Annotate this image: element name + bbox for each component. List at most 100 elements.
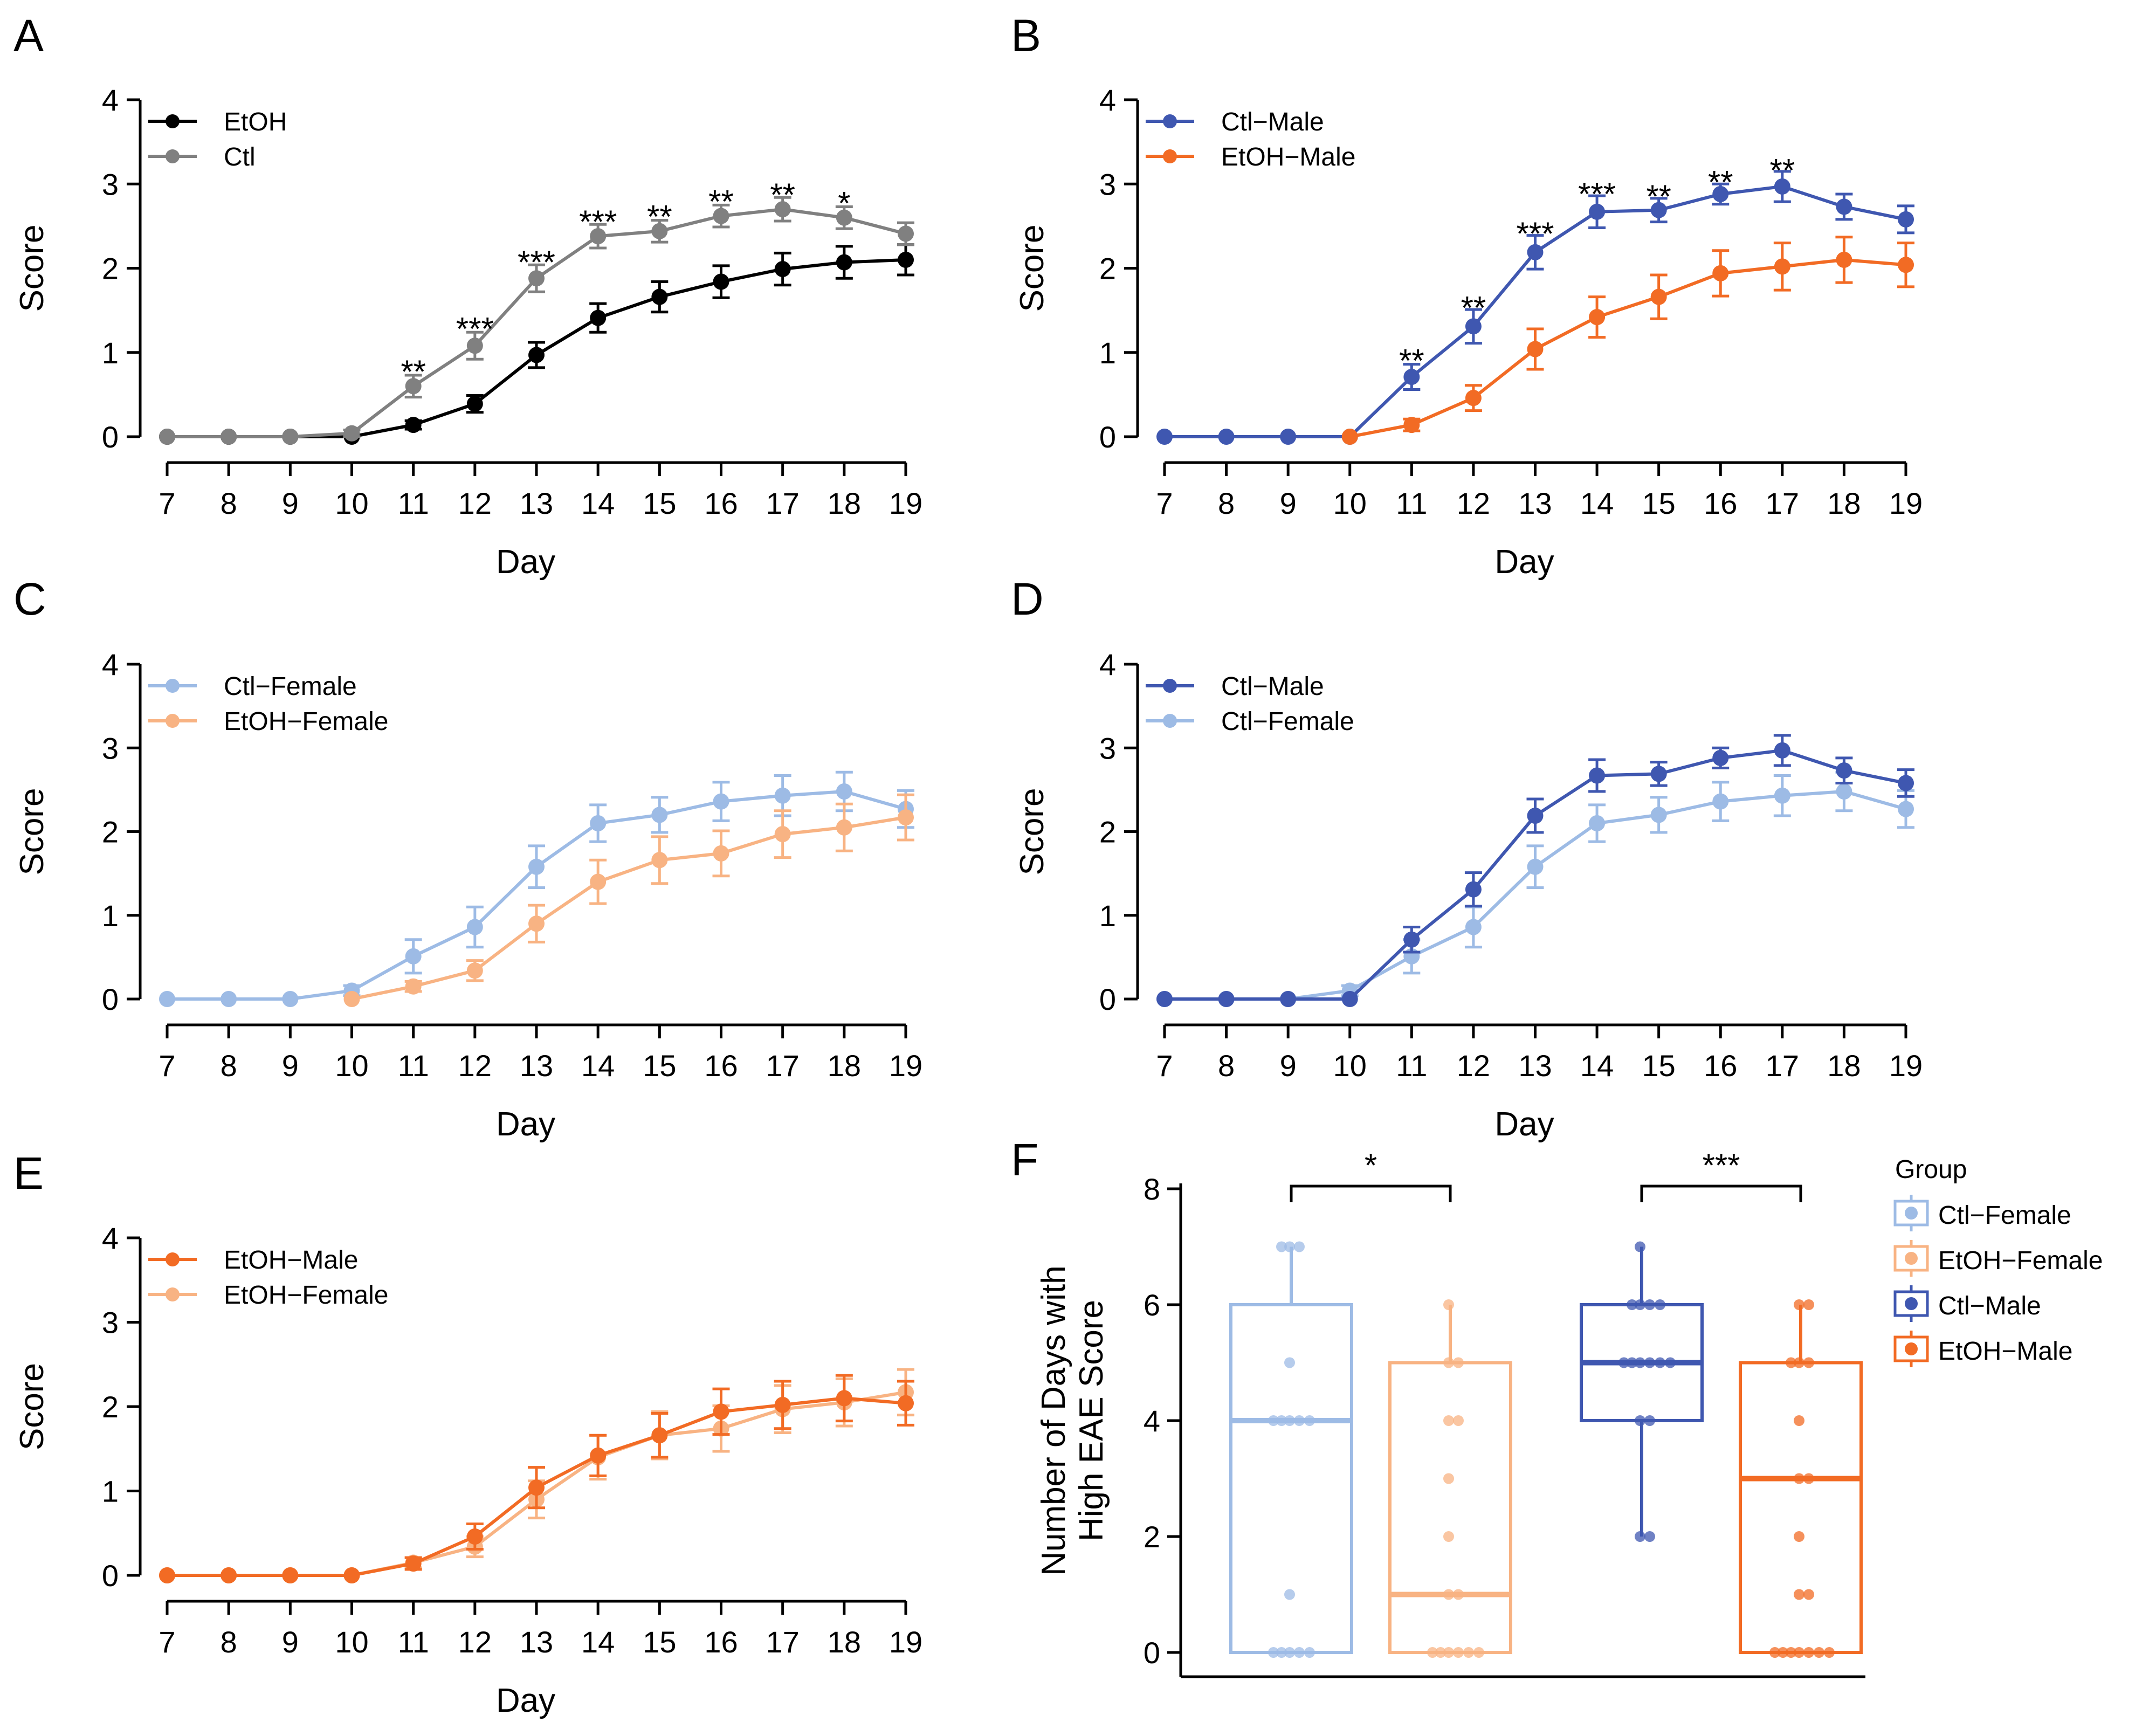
legend-entry: Ctl−Male xyxy=(1893,1285,2041,1322)
data-point xyxy=(898,251,914,268)
jitter-point xyxy=(1794,1589,1804,1600)
y-tick-label: 3 xyxy=(102,731,119,765)
data-point xyxy=(1280,429,1297,445)
y-tick-label: 2 xyxy=(102,815,119,849)
jitter-point xyxy=(1443,1531,1454,1542)
x-tick-label: 8 xyxy=(1218,486,1235,520)
series-line xyxy=(167,789,906,1001)
panel-letter: E xyxy=(13,1148,44,1198)
data-point xyxy=(1156,991,1173,1007)
data-point xyxy=(1527,858,1544,875)
data-point xyxy=(1898,801,1914,817)
x-tick-label: 7 xyxy=(1156,486,1173,520)
x-tick-label: 16 xyxy=(1704,486,1737,520)
x-tick-label: 19 xyxy=(1889,486,1923,520)
data-point xyxy=(282,429,299,445)
jitter-point xyxy=(1473,1647,1484,1658)
x-tick-label: 13 xyxy=(1518,486,1552,520)
legend-entry: Ctl−Male xyxy=(1146,108,1324,136)
y-tick-label: 1 xyxy=(102,899,119,933)
data-point xyxy=(528,270,545,287)
legend-marker xyxy=(1905,1207,1918,1220)
data-point xyxy=(221,991,237,1007)
series-etoh-male xyxy=(1341,236,1914,445)
x-tick-label: 9 xyxy=(282,486,299,520)
jitter-point xyxy=(1644,1357,1655,1368)
data-point xyxy=(343,425,360,442)
jitter-point xyxy=(1453,1589,1464,1600)
x-tick-label: 10 xyxy=(1333,486,1367,520)
jitter-point xyxy=(1443,1415,1454,1426)
legend-entry: EtOH−Female xyxy=(148,1281,388,1310)
jitter-point xyxy=(1284,1647,1295,1658)
x-tick-label: 9 xyxy=(282,1049,299,1083)
legend-marker xyxy=(1163,679,1177,693)
jitter-point xyxy=(1803,1589,1814,1600)
jitter-point xyxy=(1304,1647,1315,1658)
data-point xyxy=(466,919,483,935)
data-point xyxy=(1589,767,1606,784)
data-point xyxy=(1218,991,1235,1007)
x-tick-label: 12 xyxy=(458,1625,492,1659)
jitter-point xyxy=(1655,1299,1665,1310)
x-tick-label: 9 xyxy=(282,1625,299,1659)
legend-label: EtOH xyxy=(224,108,287,136)
significance-label: *** xyxy=(579,204,617,240)
legend-entry: Ctl xyxy=(148,143,256,171)
data-point xyxy=(1341,429,1358,445)
x-axis-title: Day xyxy=(1494,1106,1554,1143)
jitter-point xyxy=(1443,1647,1454,1658)
comparison-bracket: *** xyxy=(1640,1147,1802,1202)
x-tick-label: 8 xyxy=(1218,1049,1235,1083)
data-point xyxy=(836,819,852,836)
legend-label: Ctl−Male xyxy=(1221,108,1324,136)
data-point xyxy=(590,1447,607,1464)
jitter-point xyxy=(1665,1357,1676,1368)
data-point xyxy=(1403,369,1420,385)
legend-label: Ctl−Female xyxy=(1221,707,1354,736)
box-ctl-male xyxy=(1580,1241,1704,1542)
x-tick-label: 18 xyxy=(828,1625,861,1659)
y-tick-label: 6 xyxy=(1144,1288,1160,1322)
y-tick-label: 4 xyxy=(102,83,119,117)
jitter-point xyxy=(1284,1415,1295,1426)
jitter-point xyxy=(1453,1357,1464,1368)
significance-label: ** xyxy=(1769,153,1795,189)
series-etoh-female xyxy=(343,793,914,1007)
y-tick-label: 4 xyxy=(102,1221,119,1255)
jitter-point xyxy=(1635,1415,1645,1426)
data-point xyxy=(528,347,545,363)
jitter-point xyxy=(1276,1647,1287,1658)
jitter-point xyxy=(1769,1647,1780,1658)
legend-label: Ctl−Female xyxy=(1938,1201,2071,1230)
significance-label: ** xyxy=(708,183,734,219)
data-point xyxy=(1465,881,1482,898)
jitter-point xyxy=(1443,1299,1454,1310)
data-point xyxy=(1712,793,1729,810)
data-point xyxy=(343,991,360,1007)
legend-entry: Ctl−Female xyxy=(1146,707,1354,736)
y-tick-label: 0 xyxy=(102,982,119,1016)
significance-label: ** xyxy=(770,177,795,213)
x-tick-label: 18 xyxy=(828,1049,861,1083)
legend-box xyxy=(1893,1290,1929,1317)
data-point xyxy=(651,807,668,823)
x-tick-label: 8 xyxy=(221,486,237,520)
legend-marker xyxy=(1905,1342,1918,1355)
x-tick-label: 15 xyxy=(1642,1049,1676,1083)
data-point xyxy=(590,228,607,245)
x-tick-label: 8 xyxy=(221,1049,237,1083)
data-point xyxy=(1589,203,1606,220)
x-tick-label: 19 xyxy=(889,486,922,520)
significance-label: *** xyxy=(1516,216,1554,252)
x-tick-label: 7 xyxy=(159,1049,175,1083)
legend-marker xyxy=(166,149,180,163)
bracket-line xyxy=(1640,1184,1802,1202)
data-point xyxy=(405,417,422,433)
legend-label: Ctl−Male xyxy=(1938,1292,2041,1320)
jitter-point xyxy=(1824,1647,1835,1658)
y-tick-label: 1 xyxy=(102,336,119,370)
y-tick-label: 0 xyxy=(1144,1636,1160,1670)
legend-marker xyxy=(166,1252,180,1266)
x-tick-label: 9 xyxy=(1280,486,1297,520)
